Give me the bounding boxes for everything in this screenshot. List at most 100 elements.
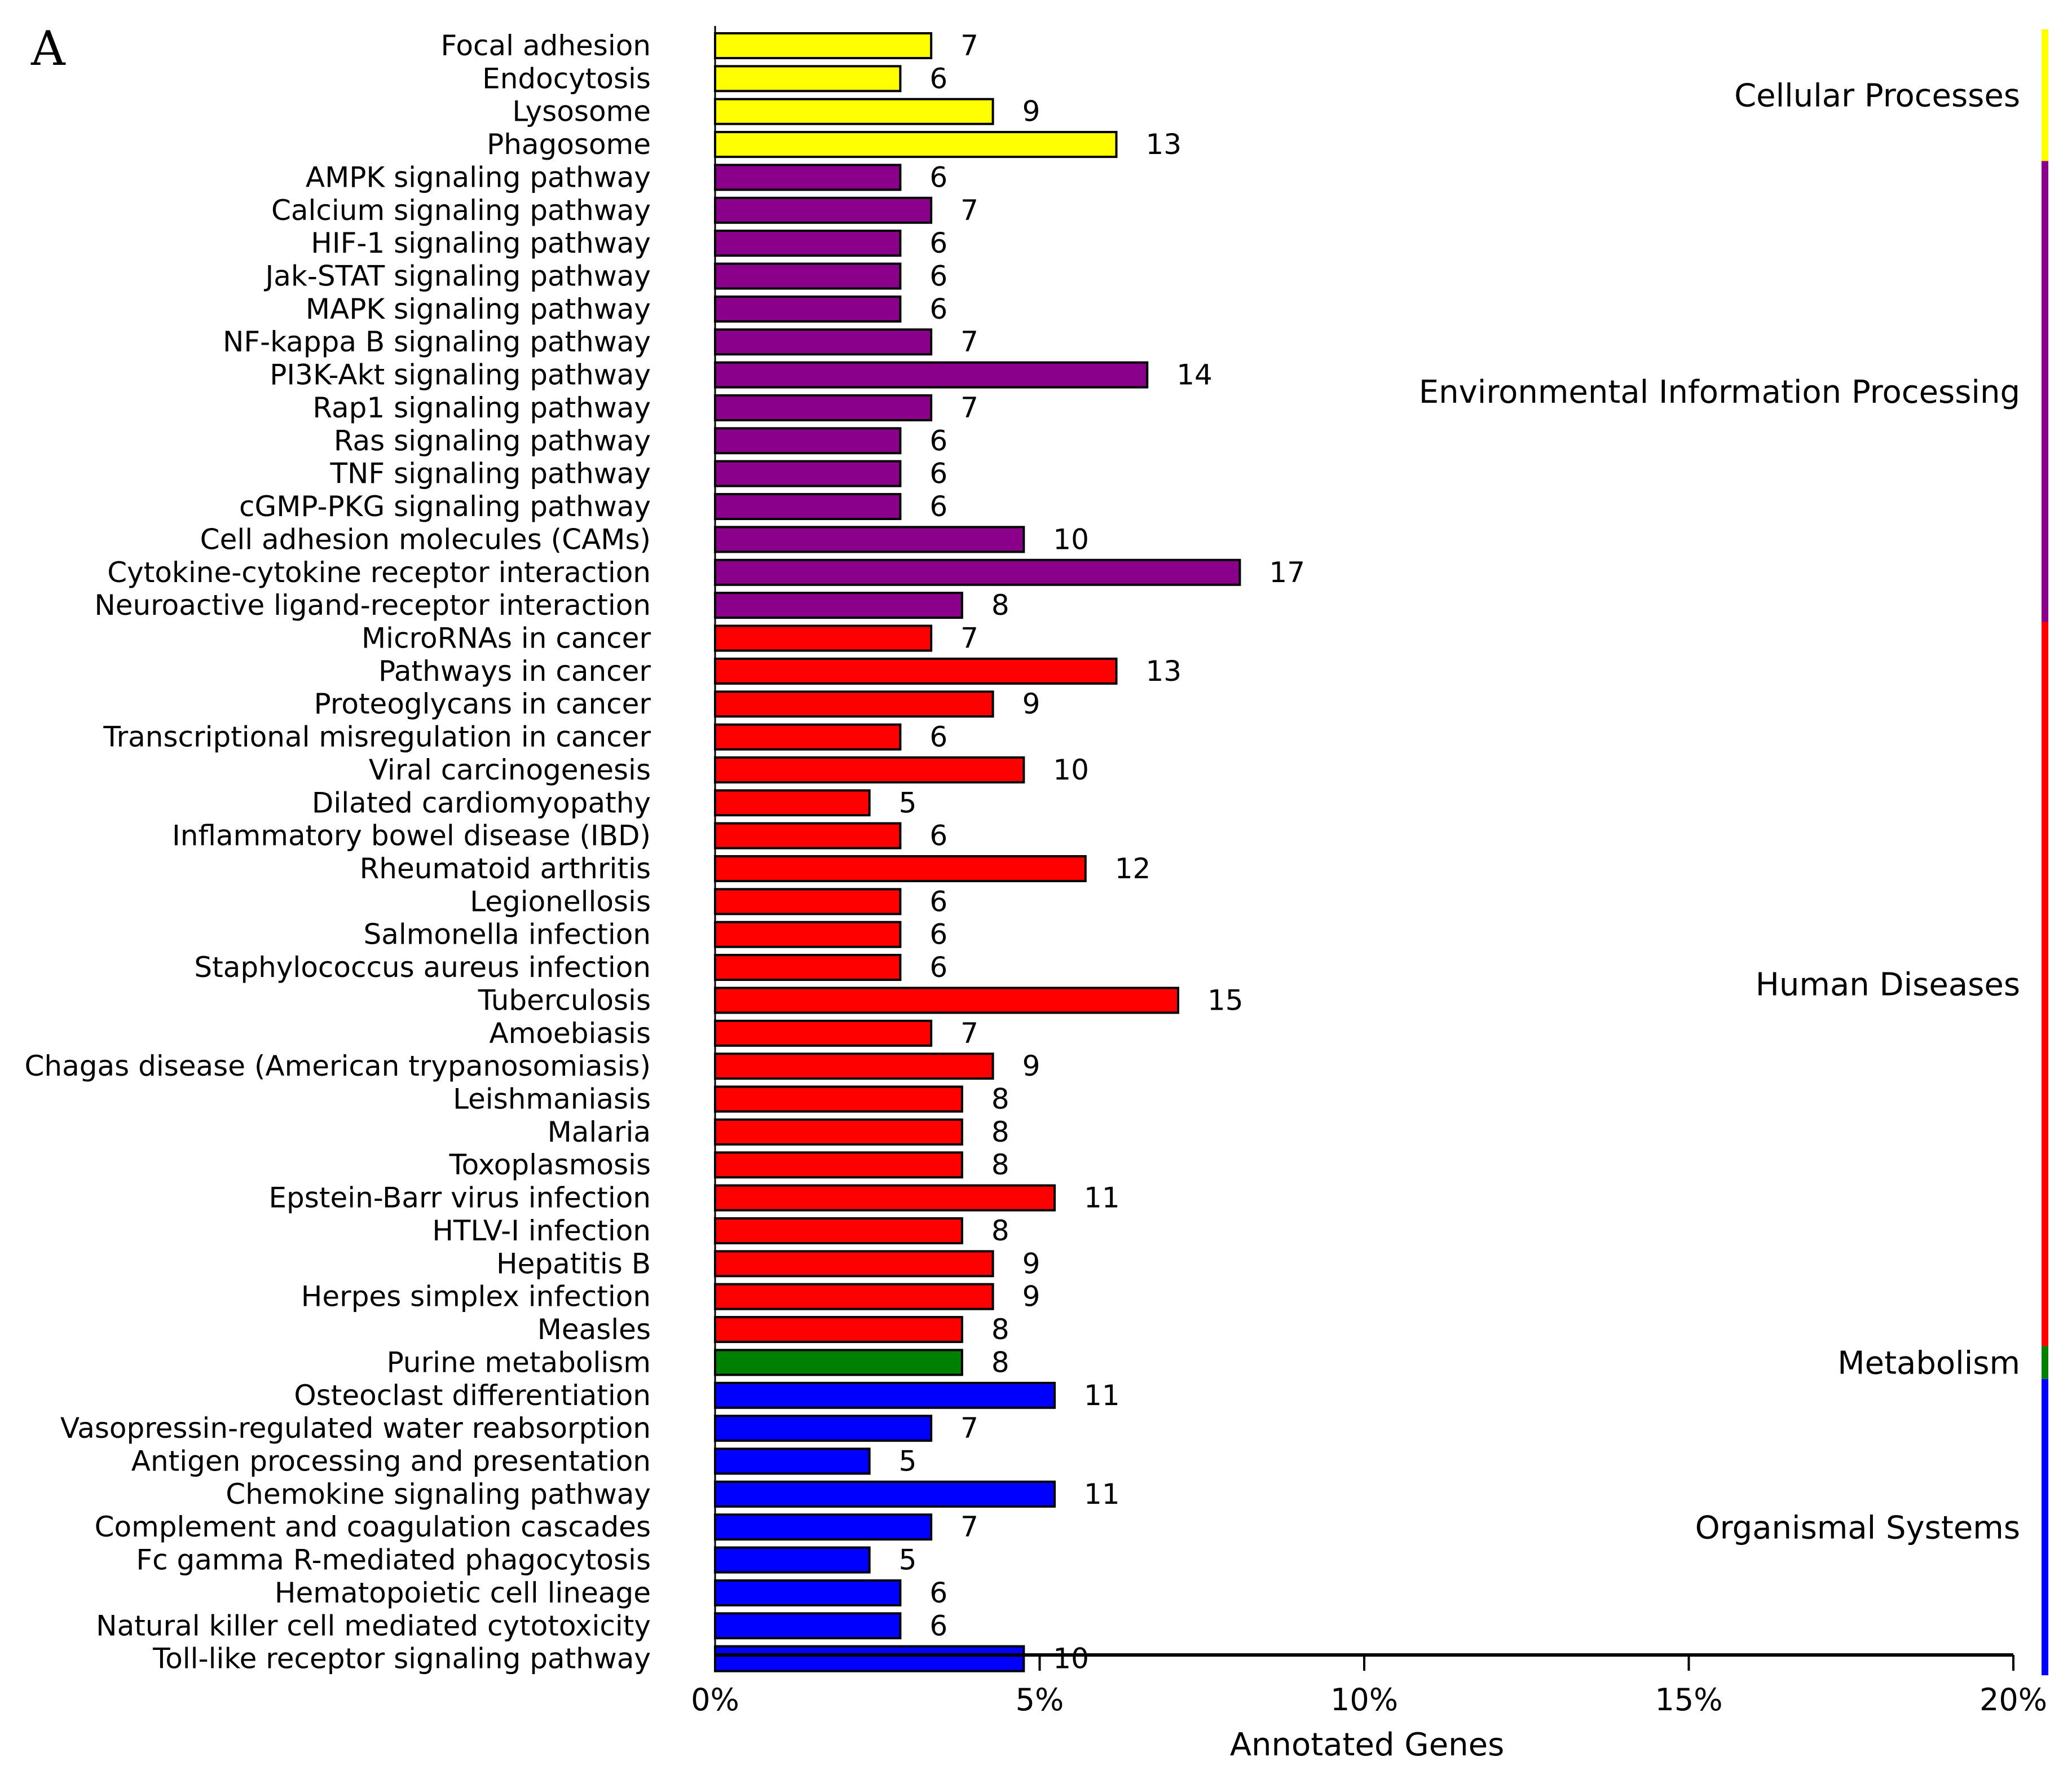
category-label: AMPK signaling pathway	[306, 161, 651, 193]
bar	[714, 987, 1179, 1014]
bar	[714, 1447, 871, 1475]
bar	[714, 65, 902, 93]
group-label: Metabolism	[1837, 1345, 2020, 1382]
category-label: PI3K-Akt signaling pathway	[270, 359, 651, 391]
category-label: TNF signaling pathway	[329, 457, 651, 490]
value-label: 7	[960, 325, 978, 358]
value-label: 8	[991, 1214, 1009, 1247]
category-label: Phagosome	[487, 128, 651, 161]
value-label: 9	[1022, 1050, 1041, 1082]
bar	[714, 1250, 994, 1278]
value-label: 8	[991, 589, 1009, 622]
bar	[714, 526, 1025, 553]
category-label: Endocytosis	[482, 62, 651, 95]
value-label: 10	[1053, 523, 1089, 556]
bar	[714, 723, 902, 751]
category-label: Ras signaling pathway	[334, 424, 651, 457]
category-label: Antigen processing and presentation	[131, 1445, 651, 1477]
category-label: Transcriptional misregulation in cancer	[103, 721, 651, 754]
category-label: Neuroactive ligand-receptor interaction	[94, 589, 651, 622]
category-label: Natural killer cell mediated cytotoxicit…	[96, 1609, 651, 1642]
bar	[714, 789, 871, 817]
category-label: Staphylococcus aureus infection	[194, 951, 651, 984]
value-label: 11	[1084, 1379, 1120, 1412]
value-label: 6	[929, 424, 947, 457]
value-label: 10	[1053, 754, 1089, 786]
value-label: 8	[991, 1346, 1009, 1379]
bar	[714, 1217, 963, 1244]
bar	[714, 1283, 994, 1310]
category-label: Amoebiasis	[489, 1017, 651, 1050]
category-label: Calcium signaling pathway	[271, 194, 651, 227]
bar	[714, 230, 902, 257]
group-label: Cellular Processes	[1734, 78, 2020, 115]
value-label: 7	[960, 29, 978, 62]
category-label: Inflammatory bowel disease (IBD)	[172, 820, 651, 852]
x-tick-label: 0%	[691, 1682, 739, 1718]
bar	[714, 427, 902, 455]
value-label: 13	[1145, 128, 1182, 161]
value-label: 7	[960, 622, 978, 654]
bar	[714, 1085, 963, 1113]
bar	[714, 756, 1025, 783]
bar	[714, 1381, 1056, 1409]
value-label: 6	[929, 1577, 947, 1609]
value-label: 8	[991, 1148, 1009, 1181]
category-label: Tuberculosis	[478, 984, 651, 1016]
category-label: NF-kappa B signaling pathway	[223, 325, 651, 358]
category-label: Hepatitis B	[496, 1247, 651, 1280]
bar	[714, 1513, 933, 1541]
category-label: Epstein-Barr virus infection	[268, 1182, 651, 1214]
value-label: 7	[960, 1511, 978, 1543]
category-label: Proteoglycans in cancer	[314, 688, 651, 720]
category-label: Pathways in cancer	[378, 655, 651, 688]
bar	[714, 394, 933, 421]
bar	[714, 98, 994, 125]
group-label: Organismal Systems	[1695, 1509, 2020, 1546]
category-label: HIF-1 signaling pathway	[311, 227, 651, 259]
bar	[714, 592, 963, 619]
value-label: 8	[991, 1083, 1009, 1116]
panel-label: A	[30, 21, 66, 76]
bar	[714, 921, 902, 948]
category-label: Herpes simplex infection	[301, 1280, 651, 1313]
value-label: 6	[929, 951, 947, 984]
bar	[714, 1151, 963, 1179]
value-label: 8	[991, 1313, 1009, 1346]
category-label: Complement and coagulation cascades	[95, 1511, 651, 1543]
bar	[714, 1316, 963, 1344]
category-label: Fc gamma R-mediated phagocytosis	[136, 1544, 651, 1577]
bar	[714, 1019, 933, 1047]
bar	[714, 1480, 1056, 1508]
bar	[714, 690, 994, 718]
bar	[714, 1053, 994, 1080]
value-label: 9	[1022, 1247, 1041, 1280]
group-label: Environmental Information Processing	[1419, 374, 2020, 411]
category-label: Lysosome	[512, 95, 651, 128]
value-label: 11	[1084, 1182, 1120, 1214]
value-label: 10	[1053, 1643, 1089, 1675]
value-label: 5	[899, 786, 917, 819]
bar	[714, 888, 902, 915]
value-label: 6	[929, 457, 947, 490]
group-color-bar	[2042, 622, 2048, 1346]
value-label: 11	[1084, 1478, 1120, 1511]
bar	[714, 32, 933, 59]
category-label: MAPK signaling pathway	[306, 293, 651, 325]
value-label: 6	[929, 885, 947, 918]
x-axis-title: Annotated Genes	[1230, 1727, 1505, 1763]
bar	[714, 1349, 963, 1376]
category-label: Purine metabolism	[387, 1346, 651, 1379]
bar	[714, 493, 902, 521]
bar	[714, 1546, 871, 1574]
value-label: 14	[1176, 359, 1213, 391]
bar	[714, 460, 902, 487]
category-label: Focal adhesion	[440, 29, 651, 62]
group-color-bar	[2042, 1379, 2048, 1675]
value-label: 6	[929, 293, 947, 325]
value-label: 6	[929, 1609, 947, 1642]
x-tick-label: 5%	[1016, 1682, 1064, 1718]
bar	[714, 657, 1118, 685]
category-label: Dilated cardiomyopathy	[312, 786, 651, 819]
